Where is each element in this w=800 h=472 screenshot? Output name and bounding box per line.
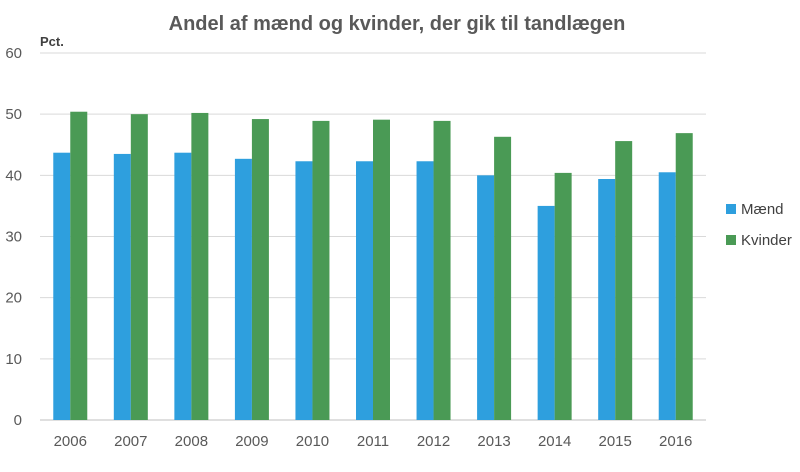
y-tick-label: 20 <box>5 290 22 307</box>
bar-kvinder-2009 <box>251 119 269 420</box>
legend: Mænd Kvinder <box>726 201 792 249</box>
bars <box>53 111 693 421</box>
bar-mænd-2012 <box>416 161 434 420</box>
bar-kvinder-2015 <box>615 141 633 420</box>
y-tick-label: 0 <box>14 412 22 429</box>
bar-mænd-2006 <box>53 152 71 420</box>
bar-mænd-2014 <box>537 205 555 420</box>
bar-mænd-2007 <box>113 153 131 421</box>
x-tick-label: 2006 <box>54 433 87 450</box>
bar-kvinder-2014 <box>554 172 572 420</box>
x-tick-label: 2009 <box>235 433 268 450</box>
y-axis-label: Pct. <box>40 34 64 49</box>
y-tick-label: 40 <box>5 167 22 184</box>
bar-mænd-2016 <box>658 172 676 420</box>
bar-kvinder-2008 <box>191 112 209 421</box>
legend-label: Mænd <box>741 201 784 218</box>
x-tick-label: 2016 <box>659 433 692 450</box>
legend-label: Kvinder <box>741 232 792 249</box>
x-tick-label: 2011 <box>357 433 389 450</box>
y-tick-label: 50 <box>5 106 22 123</box>
y-tick-label: 60 <box>5 45 22 62</box>
bar-mænd-2015 <box>598 179 616 420</box>
x-tick-label: 2008 <box>175 433 208 450</box>
x-tick-label: 2007 <box>114 433 147 450</box>
x-tick-label: 2013 <box>477 433 510 450</box>
bar-kvinder-2007 <box>130 114 148 421</box>
chart-title: Andel af mænd og kvinder, der gik til ta… <box>169 13 626 35</box>
bar-kvinder-2010 <box>312 120 330 421</box>
legend-swatch-kvinder <box>726 235 736 245</box>
y-tick-label: 30 <box>5 229 22 246</box>
bar-kvinder-2011 <box>373 119 390 421</box>
bar-kvinder-2006 <box>70 111 88 420</box>
bar-mænd-2013 <box>477 175 495 420</box>
x-tick-label: 2015 <box>598 433 631 450</box>
bar-kvinder-2013 <box>494 136 512 420</box>
bar-mænd-2010 <box>295 161 313 420</box>
y-tick-label: 10 <box>5 351 22 368</box>
legend-swatch-mænd <box>726 204 736 214</box>
x-tick-label: 2012 <box>417 433 450 450</box>
y-axis-ticks: 0 10 20 30 40 50 60 <box>5 45 22 429</box>
bar-kvinder-2016 <box>675 133 693 420</box>
bar-kvinder-2012 <box>433 120 451 421</box>
x-tick-label: 2010 <box>296 433 329 450</box>
x-axis-ticks: 2006 2007 2008 2009 2010 2011 2012 2013 2014 2015… <box>54 433 693 450</box>
bar-mænd-2008 <box>174 152 192 420</box>
bar-mænd-2011 <box>356 161 373 420</box>
bar-mænd-2009 <box>234 158 252 420</box>
x-tick-label: 2014 <box>538 433 571 450</box>
